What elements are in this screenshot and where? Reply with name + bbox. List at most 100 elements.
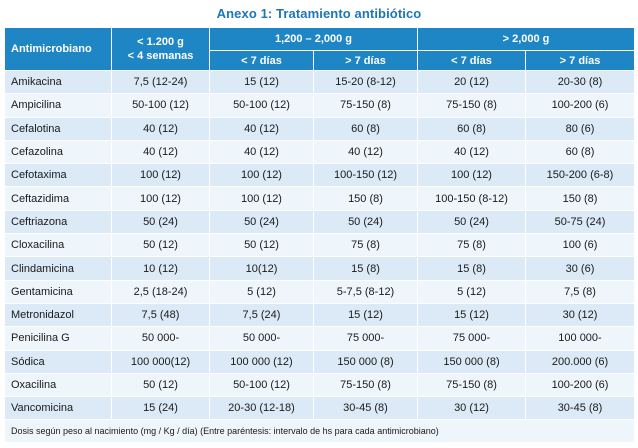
drug-name-cell: Amikacina — [4, 69, 112, 95]
dose-cell: 50-100 (12) — [111, 93, 210, 118]
dose-cell: 7,5 (12-24) — [111, 69, 210, 95]
dose-cell: 60 (8) — [417, 116, 526, 141]
dose-cell: 7,5 (24) — [209, 302, 314, 328]
dose-cell: 100-200 (6) — [524, 93, 636, 118]
footnote: Dosis según peso al nacimiento (mg / Kg … — [3, 419, 636, 444]
dose-cell: 100 (12) — [111, 186, 210, 211]
drug-name-cell: Cefalotina — [4, 116, 112, 141]
drug-name-cell: Clindamicina — [4, 256, 112, 281]
dose-cell: 5 (12) — [417, 279, 526, 304]
header-group-lt1200-age: < 4 semanas — [127, 50, 194, 62]
dose-cell: 100 000(12) — [111, 349, 210, 374]
table-row: Cloxacilina 50 (12) 50 (12) 75 (8) 75 (8) 100… — [4, 233, 636, 258]
dose-cell: 50 (24) — [313, 209, 418, 235]
dose-cell: 100 000 (12) — [209, 349, 314, 374]
dose-cell: 200.000 (6) — [524, 349, 636, 374]
drug-name-cell: Sódica — [4, 349, 112, 374]
dose-cell: 15 (8) — [313, 256, 418, 281]
dose-cell: 150 000 (8) — [417, 349, 526, 374]
drug-name-cell: Ceftriazona — [4, 209, 112, 235]
header-row-top: Antimicrobiano < 1.200 g < 4 semanas 1,2… — [4, 27, 636, 71]
table-row: Ceftriazona 50 (24) 50 (24) 50 (24) 50 (24) 5… — [4, 209, 636, 235]
table-row: Sódica 100 000(12) 100 000 (12) 150 000 (8)… — [4, 349, 636, 374]
page-title: Anexo 1: Tratamiento antibiótico — [216, 6, 422, 21]
dose-cell: 15 (24) — [111, 396, 210, 421]
dose-cell: 60 (8) — [313, 116, 418, 141]
dose-cell: 15 (12) — [313, 302, 418, 328]
table-row: Ampicilina 50-100 (12) 50-100 (12) 75-150 (… — [4, 93, 636, 118]
dose-cell: 7,5 (48) — [111, 302, 210, 328]
dose-cell: 40 (12) — [209, 139, 314, 165]
dose-cell: 40 (12) — [111, 139, 210, 165]
header-1200-2000-lt7: < 7 días — [209, 50, 314, 71]
dose-cell: 50-100 (12) — [209, 93, 314, 118]
dose-cell: 50 (12) — [111, 233, 210, 258]
header-1200-2000-gt7: > 7 días — [313, 50, 418, 71]
table-row: Cefalotina 40 (12) 40 (12) 60 (8) 60 (8) 80 (… — [4, 116, 636, 141]
dose-cell: 5-7,5 (8-12) — [313, 279, 418, 304]
footnote-row: Dosis según peso al nacimiento (mg / Kg … — [3, 419, 636, 444]
drug-name-cell: Penicilina G — [4, 326, 112, 351]
dose-cell: 5 (12) — [209, 279, 314, 304]
drug-name-cell: Oxacilina — [4, 372, 112, 398]
dose-cell: 7,5 (8) — [524, 279, 636, 304]
dose-cell: 100 (6) — [524, 233, 636, 258]
header-group-gt2000: > 2,000 g — [416, 27, 636, 51]
dose-cell: 15 (12) — [417, 302, 526, 328]
dose-cell: 75 (8) — [313, 233, 418, 258]
table-row: Gentamicina 2,5 (18-24) 5 (12) 5-7,5 (8-12)… — [4, 279, 636, 304]
dose-cell: 150 (8) — [524, 186, 636, 211]
dose-cell: 15 (12) — [209, 69, 314, 95]
dose-cell: 75-150 (8) — [417, 93, 526, 118]
dose-cell: 30 (6) — [524, 256, 636, 281]
dose-cell: 20-30 (8) — [524, 69, 636, 95]
dose-cell: 75-150 (8) — [313, 93, 418, 118]
drug-name-cell: Cloxacilina — [4, 233, 112, 258]
table-body: Amikacina 7,5 (12-24) 15 (12) 15-20 (8-12) 2… — [4, 69, 636, 421]
drug-name-cell: Cefazolina — [4, 139, 112, 165]
dose-cell: 2,5 (18-24) — [111, 279, 210, 304]
drug-name-cell: Gentamicina — [4, 279, 112, 304]
dose-cell: 50 (12) — [111, 372, 210, 398]
antibiotic-table: Antimicrobiano < 1.200 g < 4 semanas 1,2… — [3, 27, 636, 444]
dose-cell: 100 (12) — [209, 163, 314, 188]
table-row: Ceftazidima 100 (12) 100 (12) 150 (8) 100-15… — [4, 186, 636, 211]
dose-cell: 40 (12) — [417, 139, 526, 165]
dose-cell: 50 000- — [209, 326, 314, 351]
dose-cell: 30-45 (8) — [524, 396, 636, 421]
dose-cell: 80 (6) — [524, 116, 636, 141]
table-row: Oxacilina 50 (12) 50-100 (12) 75-150 (8) 75-… — [4, 372, 636, 398]
dose-cell: 100-200 (6) — [524, 372, 636, 398]
drug-name-cell: Ceftazidima — [4, 186, 112, 211]
header-row-sub: < 7 días > 7 días < 7 días > 7 días — [5, 50, 636, 71]
dose-cell: 150 000 (8) — [313, 349, 418, 374]
dose-cell: 150 (8) — [313, 186, 418, 211]
dose-cell: 75 000- — [417, 326, 526, 351]
dose-cell: 30-45 (8) — [313, 396, 418, 421]
header-group-lt1200-weight: < 1.200 g — [137, 36, 184, 48]
dose-cell: 60 (8) — [524, 139, 636, 165]
dose-cell: 10(12) — [209, 256, 314, 281]
dose-cell: 50 (24) — [209, 209, 314, 235]
header-group-lt1200: < 1.200 g < 4 semanas — [111, 27, 210, 71]
dose-cell: 50 (12) — [209, 233, 314, 258]
dose-cell: 75-150 (8) — [313, 372, 418, 398]
drug-name-cell: Cefotaxima — [4, 163, 112, 188]
dose-cell: 40 (12) — [111, 116, 210, 141]
dose-cell: 50 (24) — [111, 209, 210, 235]
dose-cell: 40 (12) — [209, 116, 314, 141]
dose-cell: 15-20 (8-12) — [313, 69, 418, 95]
header-gt2000-gt7: > 7 días — [524, 50, 636, 71]
dose-cell: 75-150 (8) — [417, 372, 526, 398]
dose-cell: 100 (12) — [111, 163, 210, 188]
header-group-1200-2000: 1,200 – 2,000 g — [209, 27, 418, 51]
table-row: Amikacina 7,5 (12-24) 15 (12) 15-20 (8-12) 2… — [4, 69, 636, 95]
table-row: Vancomicina 15 (24) 20-30 (12-18) 30-45 (8)… — [4, 396, 636, 421]
dose-cell: 50 000- — [111, 326, 210, 351]
drug-name-cell: Ampicilina — [4, 93, 112, 118]
dose-cell: 100-150 (8-12) — [417, 186, 526, 211]
table-row: Cefotaxima 100 (12) 100 (12) 100-150 (12) 10… — [4, 163, 636, 188]
dose-cell: 100 (12) — [209, 186, 314, 211]
dose-cell: 10 (12) — [111, 256, 210, 281]
dose-cell: 20-30 (12-18) — [209, 396, 314, 421]
